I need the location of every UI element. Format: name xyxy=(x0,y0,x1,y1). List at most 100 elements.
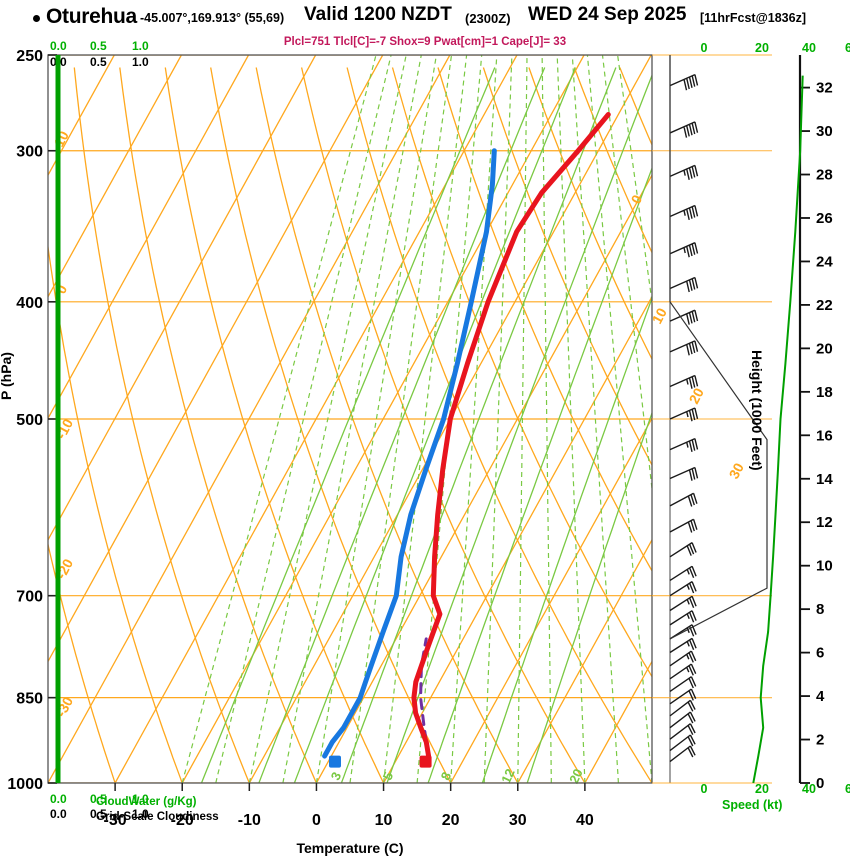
wind-barb xyxy=(669,745,696,763)
temperature-tick-label: 0 xyxy=(312,812,321,829)
dry-adiabat-line xyxy=(255,67,519,783)
wind-barb xyxy=(669,723,696,740)
isotherm-line xyxy=(48,55,250,420)
valid-time: Valid 1200 NZDT xyxy=(304,4,452,25)
saturated-adiabat-line xyxy=(541,55,552,783)
valid-date: WED 24 Sep 2025 xyxy=(528,4,687,25)
pressure-tick-label: 700 xyxy=(16,589,43,606)
wind-barb xyxy=(669,650,697,667)
cloudwater-tick-label: 1.0 xyxy=(132,39,149,53)
wind-barb xyxy=(669,164,699,180)
wind-barb xyxy=(669,542,697,558)
height-tick-label: 6 xyxy=(816,645,824,662)
pressure-tick-label: 400 xyxy=(16,295,43,312)
height-tick-label: 32 xyxy=(816,80,833,97)
surface-temperature-marker xyxy=(419,755,432,768)
isotherm-line xyxy=(382,295,652,783)
wind-barb xyxy=(669,688,697,705)
saturated-adiabat-line xyxy=(248,55,407,783)
mixing-ratio-line xyxy=(526,411,652,783)
height-tick-label: 14 xyxy=(816,471,833,488)
speed-axis-label: Speed (kt) xyxy=(722,798,783,812)
cloudwater-axis-title: CloudWater (g/Kg) xyxy=(96,796,197,808)
wind-barbs xyxy=(669,73,699,763)
saturated-adiabat-line xyxy=(315,55,437,783)
saturated-adiabat-line xyxy=(282,55,422,783)
height-tick-label: 28 xyxy=(816,167,833,184)
wind-barb xyxy=(669,242,699,258)
speed-tick-label: 60 xyxy=(845,782,850,796)
height-tick-label: 4 xyxy=(816,688,825,705)
dry-adiabat-label: 10 xyxy=(649,305,671,326)
cloudwater-tick-label: 0.5 xyxy=(90,792,107,806)
saturated-adiabat-line xyxy=(586,55,652,783)
dry-adiabat-label: 10 xyxy=(51,128,73,149)
height-tick-label: 2 xyxy=(816,732,824,749)
pressure-tick-label: 1000 xyxy=(7,776,43,793)
wind-barb xyxy=(669,73,699,91)
mixing-ratio-label: 12 xyxy=(498,766,518,785)
speed-tick-label: 20 xyxy=(755,782,769,796)
saturated-adiabat-line xyxy=(450,55,498,783)
mixing-ratio-label: 3 xyxy=(328,770,345,783)
wind-barb xyxy=(669,624,697,640)
height-tick-label: 8 xyxy=(816,601,824,618)
dry-adiabat-line xyxy=(210,67,452,783)
wind-barb xyxy=(669,492,698,507)
dry-adiabat-line xyxy=(119,67,317,783)
height-tick-label: 10 xyxy=(816,558,833,575)
saturated-adiabat-line xyxy=(571,55,619,783)
station-marker-icon xyxy=(33,15,40,22)
height-tick-label: 22 xyxy=(816,297,833,314)
isotherm-line xyxy=(48,55,317,542)
saturated-adiabat-line xyxy=(556,55,586,783)
height-tick-label: 0 xyxy=(816,775,824,792)
cloudiness-axis-title: Grid-Scale Cloudiness xyxy=(96,811,219,823)
wind-barb xyxy=(669,309,699,325)
mixing-ratio-label: 20 xyxy=(566,766,586,785)
cloudiness-tick-label: 1.0 xyxy=(132,807,149,821)
mixing-ratio-line xyxy=(200,67,496,783)
height-tick-label: 16 xyxy=(816,427,833,444)
mixing-ratio-line xyxy=(427,166,652,783)
station-name: Oturehua xyxy=(46,5,137,28)
mixing-ratio-line xyxy=(293,67,577,783)
wind-barb xyxy=(669,374,699,389)
wind-barb xyxy=(669,637,697,654)
wind-barb xyxy=(669,595,697,612)
isotherm-line xyxy=(517,538,652,783)
wind-barb xyxy=(669,466,699,481)
dry-adiabat-line xyxy=(73,67,250,783)
temperature-tick-label: 20 xyxy=(442,812,460,829)
saturated-adiabat-line xyxy=(181,55,377,783)
cloudiness-tick-label: 1.0 xyxy=(132,55,149,69)
cloudwater-tick-label: 1.0 xyxy=(132,792,149,806)
temperature-tick-label: -10 xyxy=(238,812,261,829)
dry-adiabat-label: 30 xyxy=(726,460,748,481)
forecast-hour: [11hrFcst@1836z] xyxy=(700,11,806,25)
wind-barb xyxy=(669,676,697,693)
cloudwater-tick-label: 0.0 xyxy=(50,39,67,53)
height-tick-label: 26 xyxy=(816,210,833,227)
wind-barb xyxy=(669,711,696,729)
cloudiness-tick-label: 0.5 xyxy=(90,55,107,69)
saturated-adiabat-line xyxy=(517,55,528,783)
dry-adiabat-line xyxy=(48,242,183,783)
dry-adiabat-line xyxy=(300,67,586,783)
dewpoint-trace xyxy=(322,148,497,759)
temperature-tick-label: 30 xyxy=(509,812,527,829)
speed-tick-label: 40 xyxy=(802,782,816,796)
dry-adiabat-line xyxy=(482,67,652,467)
valid-time-utc: (2300Z) xyxy=(465,11,511,26)
cloudiness-tick-label: 0.0 xyxy=(50,807,67,821)
wind-barb xyxy=(669,610,697,626)
mixing-ratio-line xyxy=(340,67,617,783)
isotherm-line xyxy=(48,55,182,299)
height-tick-label: 30 xyxy=(816,123,833,140)
station-coordinates: -45.007°,169.913° (55,69) xyxy=(140,11,285,25)
speed-tick-label: 0 xyxy=(701,41,708,55)
cloudiness-tick-label: 0.5 xyxy=(90,807,107,821)
pressure-tick-label: 300 xyxy=(16,144,43,161)
wind-barb xyxy=(669,437,699,452)
